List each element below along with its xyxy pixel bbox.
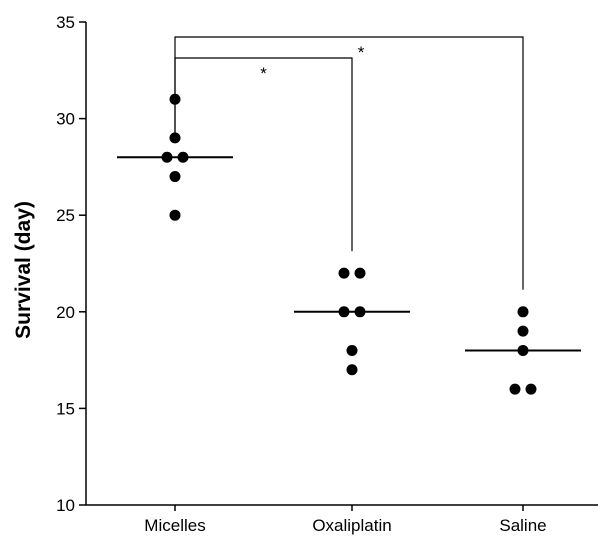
y-tick-label: 20 — [56, 303, 75, 322]
y-tick-label: 10 — [56, 496, 75, 515]
y-tick-label: 15 — [56, 399, 75, 418]
data-point — [354, 267, 366, 279]
y-tick-label: 35 — [56, 13, 75, 32]
x-tick-label: Saline — [499, 516, 546, 535]
significance-label: * — [260, 64, 267, 83]
significance-bracket — [174, 36, 524, 290]
data-point — [346, 364, 358, 376]
y-tick-label: 25 — [56, 206, 75, 225]
significance-brackets: ** — [174, 36, 524, 290]
y-axis-title: Survival (day) — [12, 201, 35, 339]
data-point — [338, 267, 350, 279]
data-point — [346, 344, 358, 356]
median-lines — [117, 156, 581, 352]
significance-label: * — [358, 43, 365, 62]
data-point — [509, 383, 521, 395]
x-axis: Micelles Oxaliplatin Saline — [86, 504, 598, 535]
data-point — [517, 306, 529, 318]
y-tick-label: 30 — [56, 110, 75, 129]
data-point — [525, 383, 537, 395]
x-tick-label: Micelles — [144, 516, 205, 535]
data-point — [169, 209, 181, 221]
y-axis: 10 15 20 25 30 35 — [56, 13, 87, 515]
data-point — [169, 171, 181, 183]
data-point — [169, 93, 181, 105]
data-point — [517, 325, 529, 337]
x-tick-label: Oxaliplatin — [312, 516, 391, 535]
data-point — [169, 132, 181, 144]
significance-bracket — [174, 57, 353, 252]
